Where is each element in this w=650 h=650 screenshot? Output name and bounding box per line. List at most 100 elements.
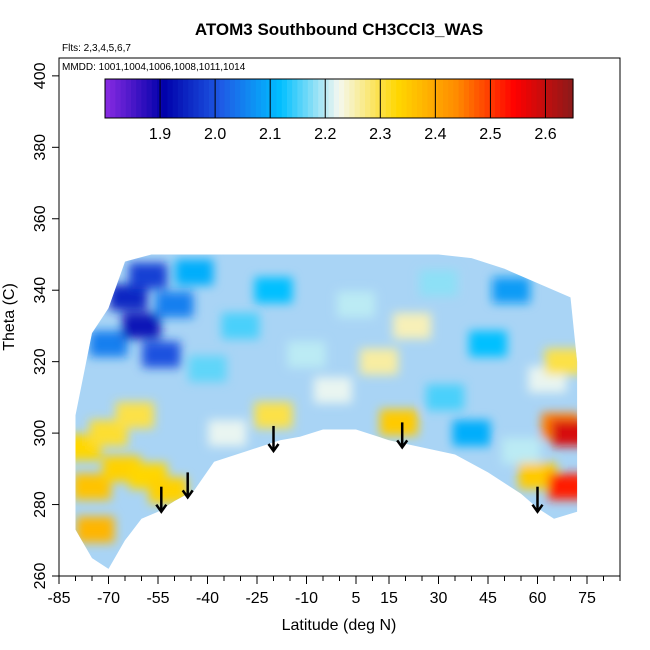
colorbar-swatch	[515, 79, 522, 118]
heatmap-cell	[142, 341, 181, 368]
heatmap-cell	[129, 262, 168, 289]
colorbar-swatch	[531, 79, 538, 118]
colorbar-swatch	[250, 79, 257, 118]
x-tick-label: 75	[578, 590, 596, 607]
heatmap-cell	[76, 516, 115, 543]
colorbar-swatch	[541, 79, 548, 118]
colorbar-swatch	[240, 79, 246, 118]
colorbar-swatch	[146, 79, 153, 118]
colorbar-tick-label: 2.0	[204, 126, 226, 143]
heatmap-cell	[393, 312, 432, 339]
x-tick-label: -40	[196, 590, 219, 607]
heatmap-cell	[548, 473, 578, 500]
colorbar-swatch	[224, 79, 231, 118]
x-tick-label: 60	[529, 590, 547, 607]
colorbar-swatch	[287, 79, 293, 118]
colorbar-swatch	[406, 79, 413, 118]
colorbar-swatch	[562, 79, 569, 118]
x-tick-label: -10	[295, 590, 318, 607]
heatmap-cell	[452, 420, 491, 447]
y-tick-label: 360	[32, 205, 49, 232]
colorbar-swatch	[500, 79, 506, 118]
x-axis: -85 -70 -55 -40 -25 -10 5 15 30 45 60 75	[47, 576, 621, 607]
heatmap-cell	[337, 291, 375, 318]
heatmap-cell	[313, 377, 352, 404]
colorbar-swatch	[177, 79, 184, 118]
colorbar-swatch	[370, 79, 376, 118]
heatmap-cell	[115, 402, 154, 429]
colorbar-tick-label: 2.6	[534, 126, 556, 143]
colorbar-swatch	[203, 79, 210, 118]
heatmap-cell	[426, 384, 465, 411]
heatmap-cell	[122, 312, 161, 339]
colorbar-swatch	[292, 79, 298, 118]
colorbar-swatch	[463, 79, 470, 118]
colorbar-swatch	[141, 79, 148, 118]
colorbar-swatch	[422, 79, 428, 118]
colorbar-swatch	[396, 79, 402, 118]
colorbar-swatch	[359, 79, 366, 118]
colorbar-swatch	[151, 79, 158, 118]
colorbar-swatch	[411, 79, 418, 118]
colorbar-tick-label: 2.4	[424, 126, 446, 143]
colorbar-swatch	[209, 79, 215, 118]
marker-arrow-head	[267, 443, 280, 454]
heatmap-cell	[254, 402, 293, 429]
colorbar-swatch	[302, 79, 309, 118]
colorbar-swatch	[448, 79, 454, 118]
colorbar-swatch	[261, 79, 267, 118]
marker-arrow	[531, 486, 544, 514]
colorbar-swatch	[484, 79, 491, 118]
colorbar-swatch	[245, 79, 252, 118]
colorbar-swatch	[385, 79, 392, 118]
colorbar-swatch	[183, 79, 189, 118]
colorbar-swatch	[437, 79, 444, 118]
colorbar-swatch	[110, 79, 116, 118]
colorbar-tick-label: 2.5	[479, 126, 501, 143]
colorbar-swatch	[255, 79, 262, 118]
x-tick-label: -70	[97, 590, 120, 607]
heatmap-cell	[379, 409, 418, 436]
heatmap-cell	[254, 277, 293, 304]
colorbar-swatch	[105, 79, 111, 118]
colorbar-swatch	[131, 79, 137, 118]
colorbar: 1.9 2.0 2.1 2.2 2.3 2.4 2.5 2.6	[104, 78, 574, 143]
colorbar-swatch	[417, 79, 423, 118]
heatmap-cell	[502, 438, 540, 464]
colorbar-swatch	[443, 79, 449, 118]
marker-arrow-head	[181, 489, 194, 500]
colorbar-swatch	[479, 79, 486, 118]
colorbar-frame	[104, 78, 574, 119]
heatmap-cell	[155, 291, 194, 318]
colorbar-swatch	[219, 79, 226, 118]
heatmap-cell	[89, 330, 128, 357]
heatmap-cell	[544, 348, 578, 375]
heatmap-cell	[419, 270, 458, 297]
colorbar-swatch	[188, 79, 194, 118]
colorbar-swatch	[552, 79, 558, 118]
colorbar-swatch	[536, 79, 543, 118]
colorbar-swatch	[276, 79, 283, 118]
x-tick-label: -85	[47, 590, 70, 607]
colorbar-swatch	[323, 79, 330, 118]
colorbar-tick-label: 2.2	[314, 126, 336, 143]
colorbar-tick-label: 2.3	[369, 126, 391, 143]
colorbar-swatch	[235, 79, 241, 118]
colorbar-swatch	[401, 79, 408, 118]
colorbar-swatch	[489, 79, 496, 118]
colorbar-tick-label: 2.1	[259, 126, 281, 143]
colorbar-swatch	[307, 79, 314, 118]
colorbar-swatch	[495, 79, 501, 118]
colorbar-swatch	[115, 79, 122, 118]
heatmap-cell	[221, 312, 260, 339]
marker-arrow	[267, 425, 280, 454]
colorbar-swatch	[365, 79, 371, 118]
dates-annotation: MMDD: 1001,1004,1006,1008,1011,1014	[62, 62, 246, 73]
y-tick-label: 380	[32, 134, 49, 161]
heatmap-cell	[551, 420, 578, 447]
colorbar-swatch	[349, 79, 356, 118]
heatmap-cell	[492, 277, 531, 304]
colorbar-swatch	[333, 79, 340, 118]
colorbar-swatch	[266, 79, 272, 118]
